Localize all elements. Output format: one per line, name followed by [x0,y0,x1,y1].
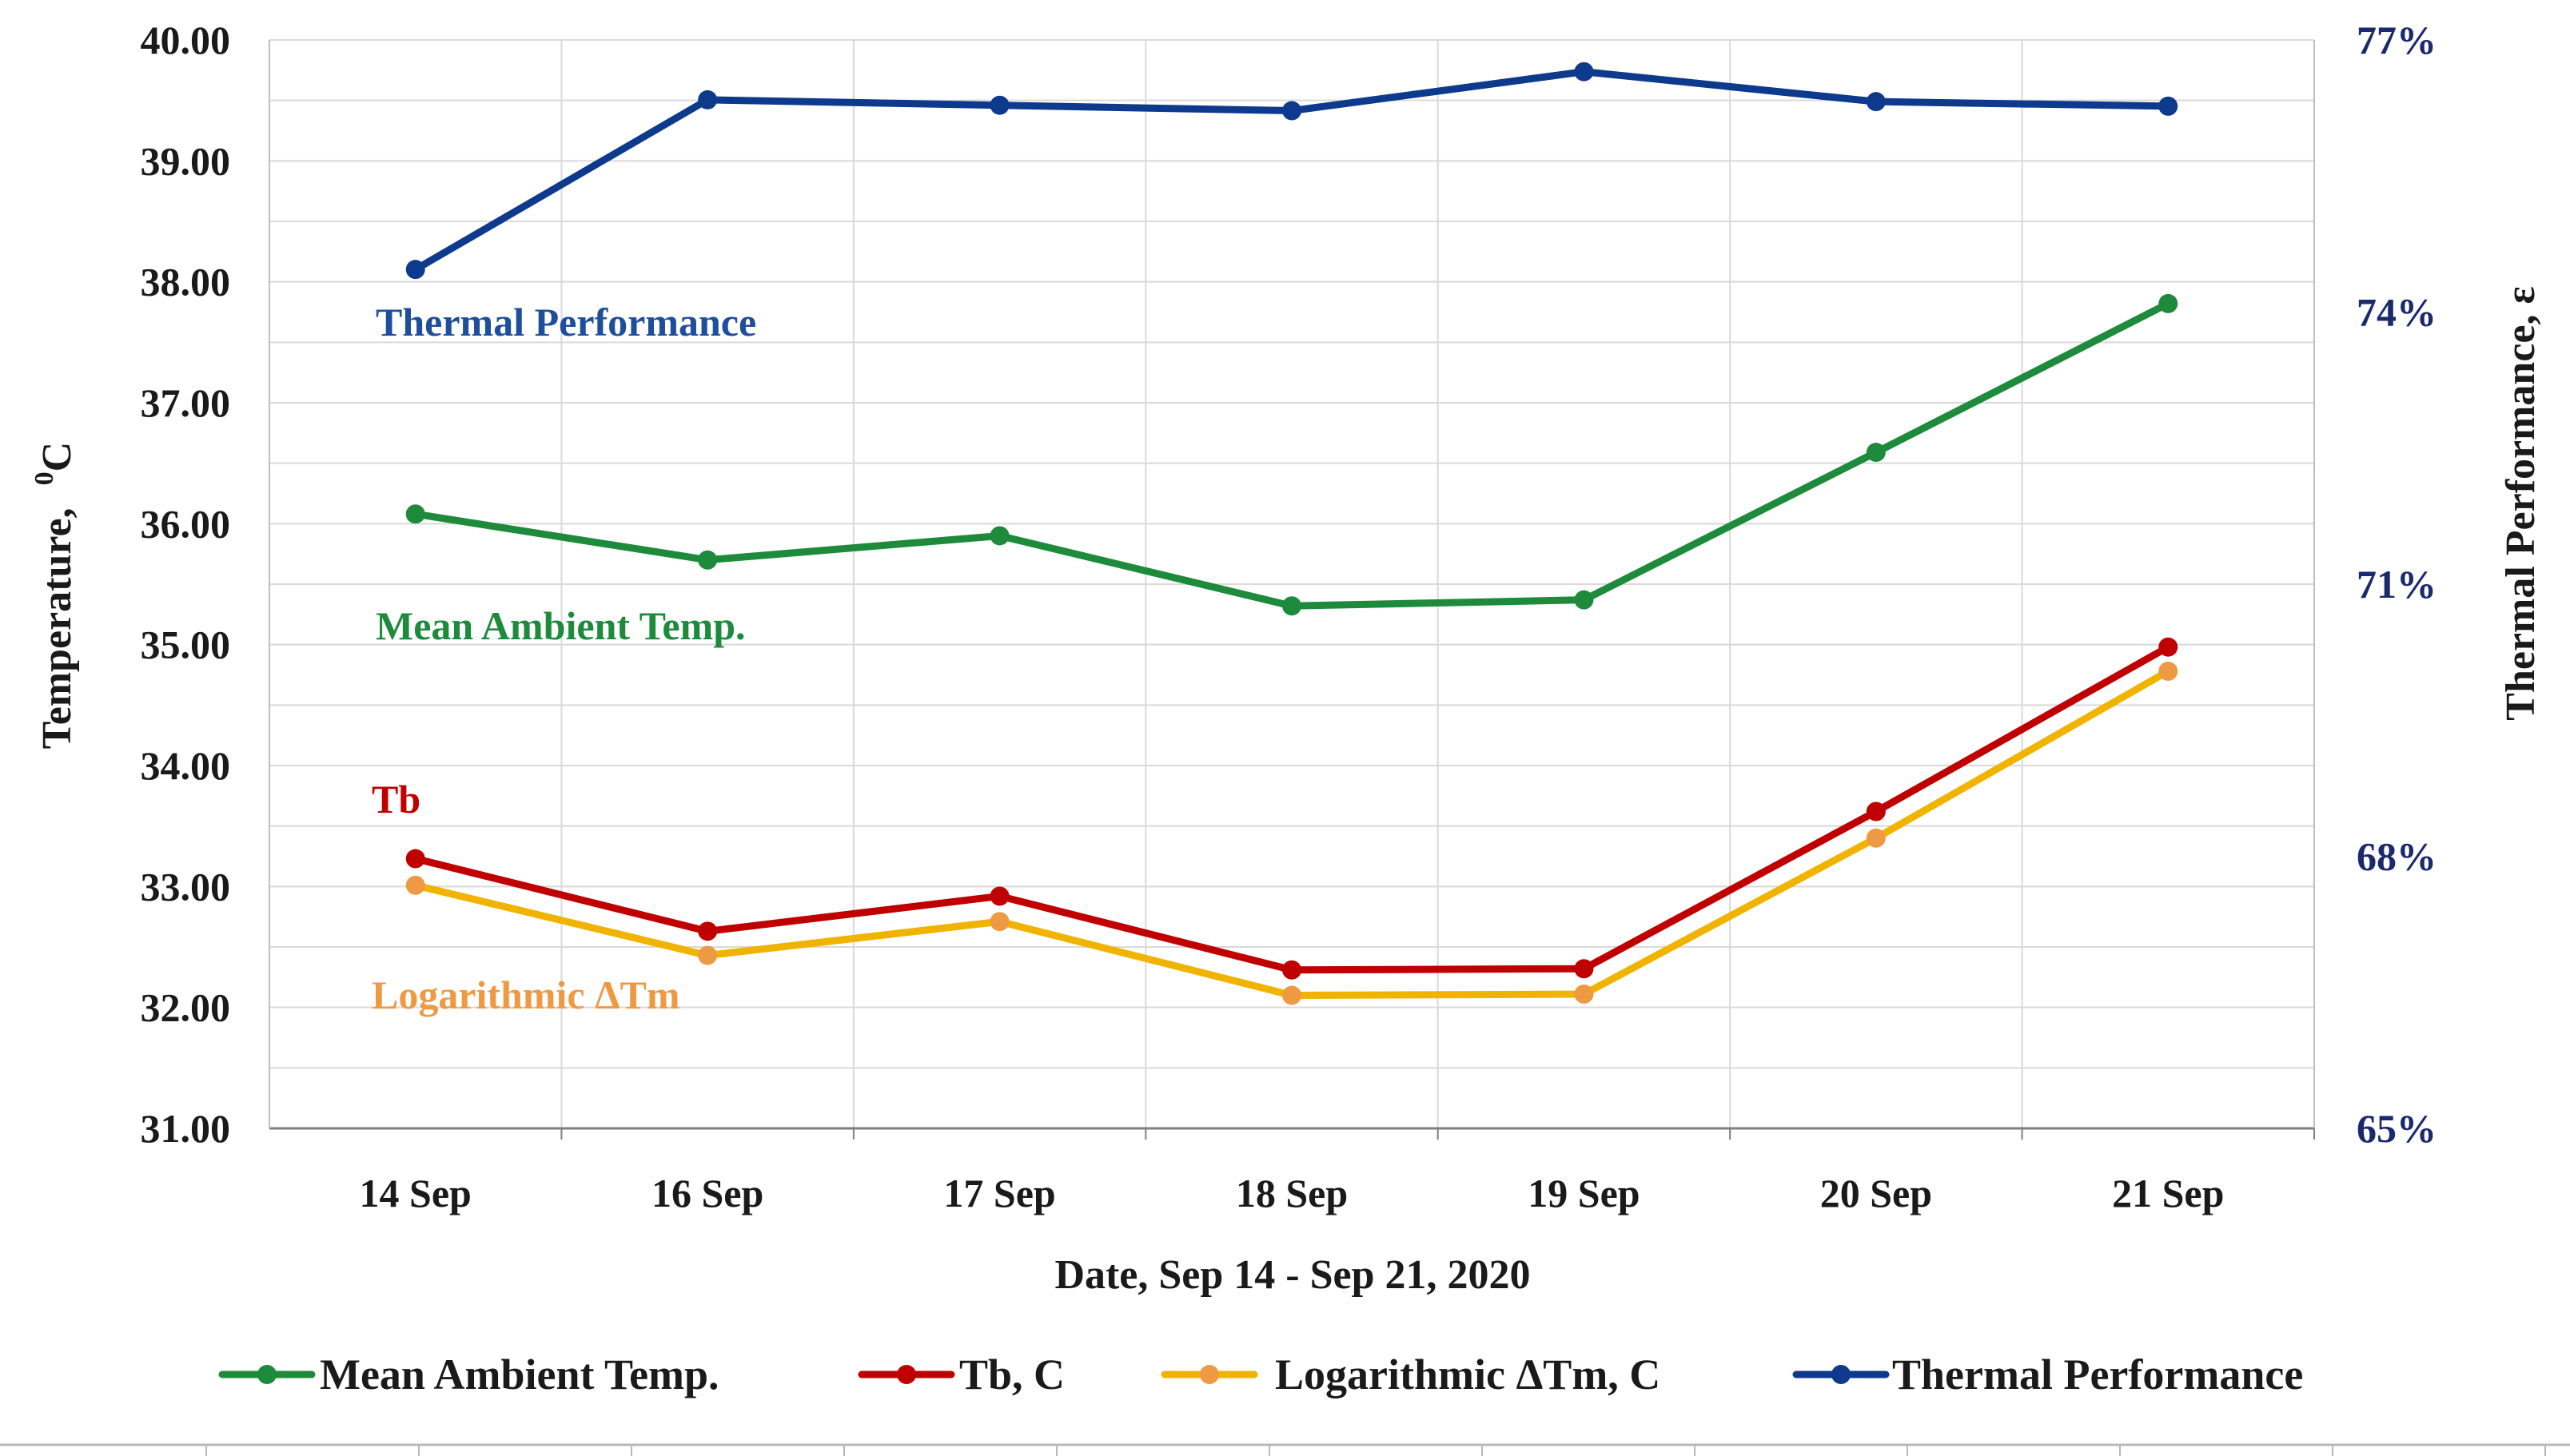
data-point-thermal-performance [698,90,718,109]
data-point-mean-ambient-temp [1574,590,1594,610]
x-tick-label: 17 Sep [943,1171,1055,1215]
data-point-logarithmic-tm-c [1282,985,1301,1005]
x-tick-label: 14 Sep [360,1171,472,1215]
data-point-mean-ambient-temp [1866,443,1886,463]
legend: Mean Ambient Temp. Tb, C Logarithmic ΔTm, … [218,1351,2303,1398]
y-axis-ticks: 31.00 32.00 33.00 34.00 35.00 36.00 37.00 38.00… [141,18,231,1151]
legend-item-mean-ambient-temp: Mean Ambient Temp. [218,1351,719,1398]
data-point-tb-c [2158,637,2178,657]
y2-tick-label: 68% [2357,834,2437,879]
x-axis-ticks: 14 Sep 16 Sep 17 Sep 18 Sep 19 Sep 20 Sep 21 S… [360,1128,2315,1215]
legend-label: Thermal Performance [1892,1351,2303,1398]
y-tick-label: 34.00 [141,743,231,788]
data-point-logarithmic-tm-c [2158,661,2178,681]
series-lines [405,62,2178,1005]
y2-axis-title: Thermal Performance, ε [2498,286,2544,720]
y-axis-title-main: Temperature, [34,507,80,749]
data-point-thermal-performance [1574,62,1594,82]
y-tick-label: 39.00 [141,138,231,183]
data-point-mean-ambient-temp [698,550,718,570]
annotation-label: Mean Ambient Temp. [376,603,746,648]
data-point-tb-c [405,849,425,869]
data-point-logarithmic-tm-c [405,875,425,895]
legend-marker [1200,1365,1219,1384]
data-point-logarithmic-tm-c [990,912,1010,932]
legend-marker [257,1365,277,1384]
y2-axis-ticks: 65% 68% 71% 74% 77% [2357,18,2437,1151]
data-point-mean-ambient-temp [405,504,425,524]
data-point-thermal-performance [2158,96,2178,116]
data-point-tb-c [990,886,1010,906]
annotations: Thermal Performance Mean Ambient Temp. Tb L… [372,300,756,1017]
data-point-thermal-performance [1282,101,1301,121]
y-tick-label: 32.00 [141,985,231,1030]
data-point-mean-ambient-temp [2158,293,2178,313]
legend-item-logarithmic-tm-c: Logarithmic ΔTm, C [1161,1351,1660,1398]
data-point-logarithmic-tm-c [698,945,718,965]
series-thermal-performance [405,62,2178,280]
y2-tick-label: 71% [2357,562,2437,607]
y-tick-label: 33.00 [141,864,231,909]
data-point-logarithmic-tm-c [1574,985,1594,1004]
data-point-tb-c [1574,959,1594,979]
plot-frame [269,40,2315,1130]
y2-tick-label: 77% [2357,18,2437,62]
data-point-tb-c [698,921,718,941]
data-point-tb-c [1866,802,1886,821]
y-tick-label: 36.00 [141,501,231,546]
legend-label: Logarithmic ΔTm, C [1275,1351,1660,1398]
annotation-label: Logarithmic ΔTm [372,973,679,1017]
legend-item-tb-c: Tb, C [858,1351,1065,1398]
series-logarithmic-tm-c [405,661,2178,1005]
bottom-divider-ticks [205,1445,2546,1456]
y-axis-title-unit: C [34,442,80,472]
y-tick-label: 31.00 [141,1106,231,1151]
series-mean-ambient-temp [405,293,2178,616]
x-tick-label: 20 Sep [1820,1171,1932,1215]
y-tick-label: 40.00 [141,18,231,62]
y-axis-title: Temperature, 0C [30,442,80,749]
data-point-thermal-performance [1866,92,1886,112]
data-point-logarithmic-tm-c [1866,828,1886,848]
legend-label: Mean Ambient Temp. [320,1351,719,1398]
annotation-label: Tb [372,777,420,821]
y2-tick-label: 74% [2357,290,2437,335]
legend-label: Tb, C [959,1351,1065,1398]
x-tick-label: 18 Sep [1236,1171,1348,1215]
y2-tick-label: 65% [2357,1106,2437,1151]
data-point-thermal-performance [405,260,425,280]
gridlines [269,39,2315,1129]
data-point-tb-c [1282,960,1301,980]
x-tick-label: 19 Sep [1528,1171,1640,1215]
y-tick-label: 35.00 [141,623,231,667]
series-tb-c [405,637,2178,980]
data-point-mean-ambient-temp [990,526,1010,546]
data-point-thermal-performance [990,95,1010,115]
x-tick-label: 16 Sep [651,1171,763,1215]
legend-marker [897,1365,916,1384]
annotation-label: Thermal Performance [376,300,756,344]
x-tick-label: 21 Sep [2112,1171,2224,1215]
series-line-tb-c [412,643,2172,974]
y-axis-title-unit-sup: 0 [30,471,59,485]
data-point-mean-ambient-temp [1282,596,1301,616]
legend-item-thermal-performance: Thermal Performance [1792,1351,2303,1398]
y-tick-label: 38.00 [141,260,231,304]
series-line-mean-ambient-temp [412,300,2172,610]
y-tick-label: 37.00 [141,380,231,425]
x-axis-title: Date, Sep 14 - Sep 21, 2020 [1054,1252,1530,1298]
legend-marker [1831,1365,1851,1384]
